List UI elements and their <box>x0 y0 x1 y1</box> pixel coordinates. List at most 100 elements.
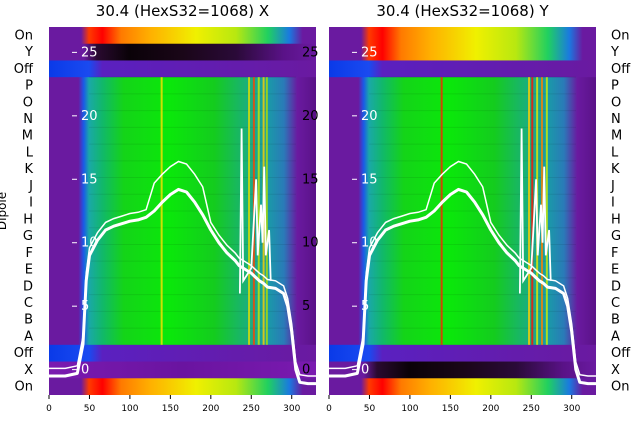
heatmap-streak <box>440 77 443 345</box>
chart-panel-1: 30.4 (HexS32=1068) Y 0 5 10 15 20 25 On Y Off PONM… <box>326 2 631 414</box>
heatmap-row <box>329 344 596 363</box>
row-label: L <box>611 145 619 160</box>
row-label: M <box>611 129 622 144</box>
row-label: A <box>24 329 33 344</box>
overlay-tick-label: 20 <box>361 109 378 124</box>
overlay-tick-label-right: 20 <box>302 109 319 124</box>
overlay-tick-label: 0 <box>81 363 89 378</box>
row-label: K <box>24 162 33 177</box>
row-label: G <box>23 229 33 244</box>
row-label: K <box>611 162 620 177</box>
row-label: N <box>611 112 621 127</box>
x-tick-label: 150 <box>162 404 179 414</box>
row-label: X <box>24 363 33 378</box>
row-label: A <box>611 329 620 344</box>
row-label: O <box>23 95 33 110</box>
row-label: I <box>29 196 33 211</box>
overlay-tick-label: 25 <box>361 45 378 60</box>
heatmap <box>329 27 596 395</box>
heatmap-row <box>49 361 316 379</box>
heatmap-row <box>329 378 596 395</box>
row-label: On <box>611 380 629 395</box>
heatmap-row <box>49 77 316 95</box>
row-label: C <box>24 296 33 311</box>
row-label: On <box>611 28 629 43</box>
row-label: B <box>24 313 33 328</box>
row-label: P <box>25 79 33 94</box>
heatmap-row <box>329 43 596 62</box>
row-label: N <box>23 112 33 127</box>
heatmap-row <box>329 211 596 229</box>
overlay-tick-label: 5 <box>81 299 89 314</box>
heatmap-streak <box>160 77 163 345</box>
row-label: On <box>15 28 33 43</box>
row-label: O <box>611 95 621 110</box>
heatmap-row <box>49 60 316 78</box>
x-tick-label: 250 <box>523 404 540 414</box>
heatmap-row <box>49 211 316 229</box>
overlay-tick-label: 25 <box>81 45 98 60</box>
heatmap-row <box>49 43 316 62</box>
chart-title: 30.4 (HexS32=1068) X <box>96 2 269 20</box>
row-label: Off <box>14 62 34 77</box>
row-label: L <box>26 145 34 160</box>
heatmap-streak <box>257 77 260 345</box>
overlay-tick-label: 10 <box>81 236 98 251</box>
row-label: F <box>26 246 33 261</box>
row-label: H <box>23 212 33 227</box>
heatmap <box>49 27 316 395</box>
x-tick-label: 300 <box>283 404 300 414</box>
x-tick-label: 150 <box>442 404 459 414</box>
heatmap-row <box>329 60 596 78</box>
overlay-tick-label-right: 0 <box>302 363 310 378</box>
heatmap-row <box>329 127 596 145</box>
row-label: E <box>25 263 33 278</box>
heatmap-streak <box>545 77 548 345</box>
row-label: D <box>611 279 621 294</box>
heatmap-streak <box>531 77 534 345</box>
overlay-tick-label-right: 25 <box>302 45 319 60</box>
row-label: M <box>22 129 33 144</box>
overlay-tick-label-right: 5 <box>302 299 310 314</box>
x-tick-label: 300 <box>563 404 580 414</box>
row-label: C <box>611 296 620 311</box>
row-label: F <box>611 246 618 261</box>
heatmap-streak <box>265 77 268 345</box>
row-label: Off <box>611 346 631 361</box>
chart-title: 30.4 (HexS32=1068) Y <box>376 2 549 20</box>
row-label: B <box>611 313 620 328</box>
x-tick-label: 0 <box>46 404 52 414</box>
overlay-tick-label-right: 10 <box>302 236 319 251</box>
x-tick-label: 100 <box>401 404 418 414</box>
row-label: H <box>611 212 621 227</box>
row-label: D <box>23 279 33 294</box>
heatmap-row <box>49 27 316 45</box>
heatmap-row <box>329 27 596 45</box>
overlay-tick-label: 15 <box>81 172 98 187</box>
x-tick-label: 50 <box>364 404 376 414</box>
row-label: On <box>15 380 33 395</box>
row-label: Off <box>611 62 631 77</box>
overlay-tick-label: 15 <box>361 172 378 187</box>
trace-spikes <box>239 128 272 294</box>
row-label: E <box>611 263 619 278</box>
heatmap-row <box>329 194 596 212</box>
trace-line <box>329 187 596 386</box>
heatmap-row <box>329 77 596 95</box>
trace-line-upper <box>49 160 316 377</box>
overlay-tick-label: 5 <box>361 299 369 314</box>
row-label: J <box>610 179 615 194</box>
row-label: I <box>611 196 615 211</box>
trace-line-upper <box>329 160 596 377</box>
heatmap-row <box>329 144 596 162</box>
heatmap-streak <box>528 77 531 345</box>
chart-panel-0: 30.4 (HexS32=1068) X 0 0 5 5 10 10 15 15 20 20 25 25… <box>0 2 319 414</box>
overlay-tick-label: 0 <box>361 363 369 378</box>
heatmap-row <box>49 344 316 363</box>
heatmap-streak <box>248 77 251 345</box>
x-tick-label: 0 <box>326 404 332 414</box>
heatmap-row <box>49 194 316 212</box>
overlay-tick-label-right: 15 <box>302 172 319 187</box>
x-tick-label: 200 <box>482 404 499 414</box>
